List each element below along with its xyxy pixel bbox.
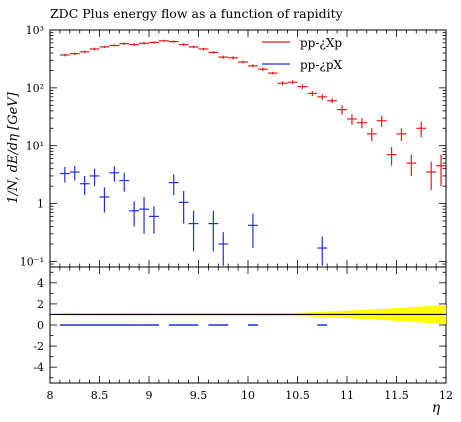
data-point [347, 114, 357, 125]
data-point [416, 121, 427, 138]
data-point [99, 45, 110, 49]
y-tick-label: 1 [37, 198, 44, 211]
ratio-y-tick-label: 2 [37, 298, 44, 311]
data-point [376, 115, 387, 128]
legend-label-red: pp-¿Xp [300, 36, 342, 50]
x-tick-label: 9.5 [190, 389, 208, 402]
data-point [366, 128, 377, 142]
y-tick-label: 10² [26, 82, 44, 95]
data-point [228, 56, 239, 60]
data-point [277, 81, 288, 86]
data-point [198, 47, 209, 51]
data-point [238, 60, 248, 64]
data-point [188, 210, 199, 252]
data-point [149, 41, 159, 44]
data-point [287, 80, 298, 85]
y-tick-label: 10¹ [26, 140, 44, 153]
main-panel: 10⁻¹ 1 10¹ 10² 10³ [20, 24, 447, 268]
legend: pp-¿Xp pp-¿pX [262, 36, 343, 72]
data-point [386, 146, 397, 166]
data-point [79, 175, 90, 196]
y-tick-label: 10⁻¹ [20, 255, 44, 268]
data-point [69, 52, 80, 55]
data-point [119, 42, 130, 46]
blue-series [59, 165, 328, 266]
x-tick-label: 11.5 [384, 389, 409, 402]
x-tick-label: 9 [146, 389, 153, 402]
data-point [178, 190, 189, 224]
data-point [79, 50, 90, 54]
data-point [317, 94, 328, 100]
data-point [248, 213, 258, 249]
chart-title: ZDC Plus energy flow as a function of ra… [50, 6, 344, 21]
data-point [59, 166, 70, 183]
data-point [139, 42, 149, 45]
x-tick-label: 10 [241, 389, 255, 402]
ratio-y-tick-label: -4 [33, 361, 44, 374]
red-series [59, 39, 446, 191]
ratio-y-tick-label: -2 [33, 340, 44, 353]
data-point [327, 98, 338, 104]
data-point [356, 118, 367, 129]
ratio-y-tick-label: 4 [37, 277, 44, 290]
x-tick-label: 11 [340, 389, 354, 402]
data-point [406, 154, 417, 176]
data-point [168, 40, 179, 43]
data-point [337, 105, 347, 115]
data-point [218, 55, 229, 59]
ratio-panel: -4 -2 0 2 4 [33, 266, 447, 384]
data-point [248, 64, 258, 68]
x-tick-label: 12 [439, 389, 453, 402]
data-point [218, 232, 229, 266]
data-point [89, 47, 100, 51]
data-point [109, 166, 120, 182]
data-point [426, 161, 437, 191]
data-point [99, 187, 110, 213]
data-point [149, 206, 159, 234]
data-point [317, 236, 328, 266]
data-point [158, 39, 169, 43]
data-point [139, 196, 149, 234]
data-point [208, 51, 219, 54]
data-point [119, 172, 130, 192]
data-point [168, 174, 179, 196]
data-point [396, 128, 407, 142]
data-point [208, 210, 219, 252]
data-point [257, 67, 268, 72]
data-point [436, 154, 446, 187]
data-point [178, 43, 189, 46]
data-point [129, 43, 140, 46]
data-point [109, 44, 120, 47]
data-point [297, 84, 308, 90]
x-tick-label: 10.5 [285, 389, 310, 402]
x-axis-label: η [432, 400, 441, 416]
ratio-y-tick-label: 0 [37, 319, 44, 332]
data-point [129, 201, 140, 227]
data-point [267, 71, 278, 75]
data-point [188, 45, 199, 49]
legend-label-blue: pp-¿pX [300, 58, 343, 72]
data-point [59, 53, 70, 57]
x-tick-label: 8.5 [91, 389, 109, 402]
data-point [307, 91, 318, 97]
data-point [69, 165, 80, 181]
y-tick-label: 10³ [26, 24, 44, 37]
data-point [89, 168, 100, 187]
x-tick-label: 8 [47, 389, 54, 402]
y-axis-label: 1/N, dE/dη [GeV] [6, 91, 21, 203]
